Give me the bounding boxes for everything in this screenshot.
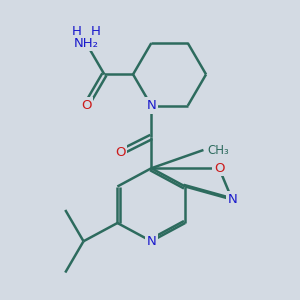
Text: O: O — [214, 162, 224, 175]
Text: N: N — [146, 235, 156, 248]
Text: O: O — [115, 146, 125, 159]
Text: H: H — [90, 25, 100, 38]
Text: N: N — [146, 99, 156, 112]
Text: CH₃: CH₃ — [207, 143, 229, 157]
Text: NH₂: NH₂ — [74, 37, 99, 50]
Text: N: N — [227, 193, 237, 206]
Text: O: O — [81, 99, 92, 112]
Text: H: H — [72, 25, 82, 38]
